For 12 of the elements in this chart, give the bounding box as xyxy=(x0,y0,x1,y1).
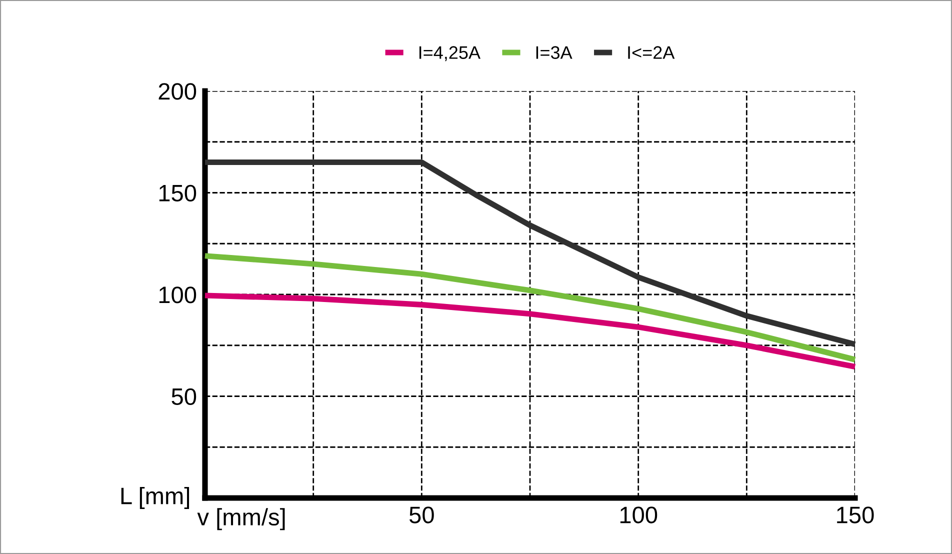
x-tick-label: 50 xyxy=(409,506,434,524)
x-tick-label: 100 xyxy=(620,506,658,524)
legend-label: I=3A xyxy=(536,46,572,59)
legend-label: I=4,25A xyxy=(419,46,480,62)
x-axis-title: v [mm/s] xyxy=(197,508,285,530)
x-tick-label: 150 xyxy=(837,506,874,524)
legend-label: I<=2A xyxy=(628,46,675,59)
y-tick-label: 50 xyxy=(172,388,196,406)
y-tick-label: 200 xyxy=(158,83,196,100)
y-tick-label: 150 xyxy=(159,184,196,202)
y-axis-title: L [mm] xyxy=(121,486,190,510)
y-tick-label: 100 xyxy=(159,286,196,304)
